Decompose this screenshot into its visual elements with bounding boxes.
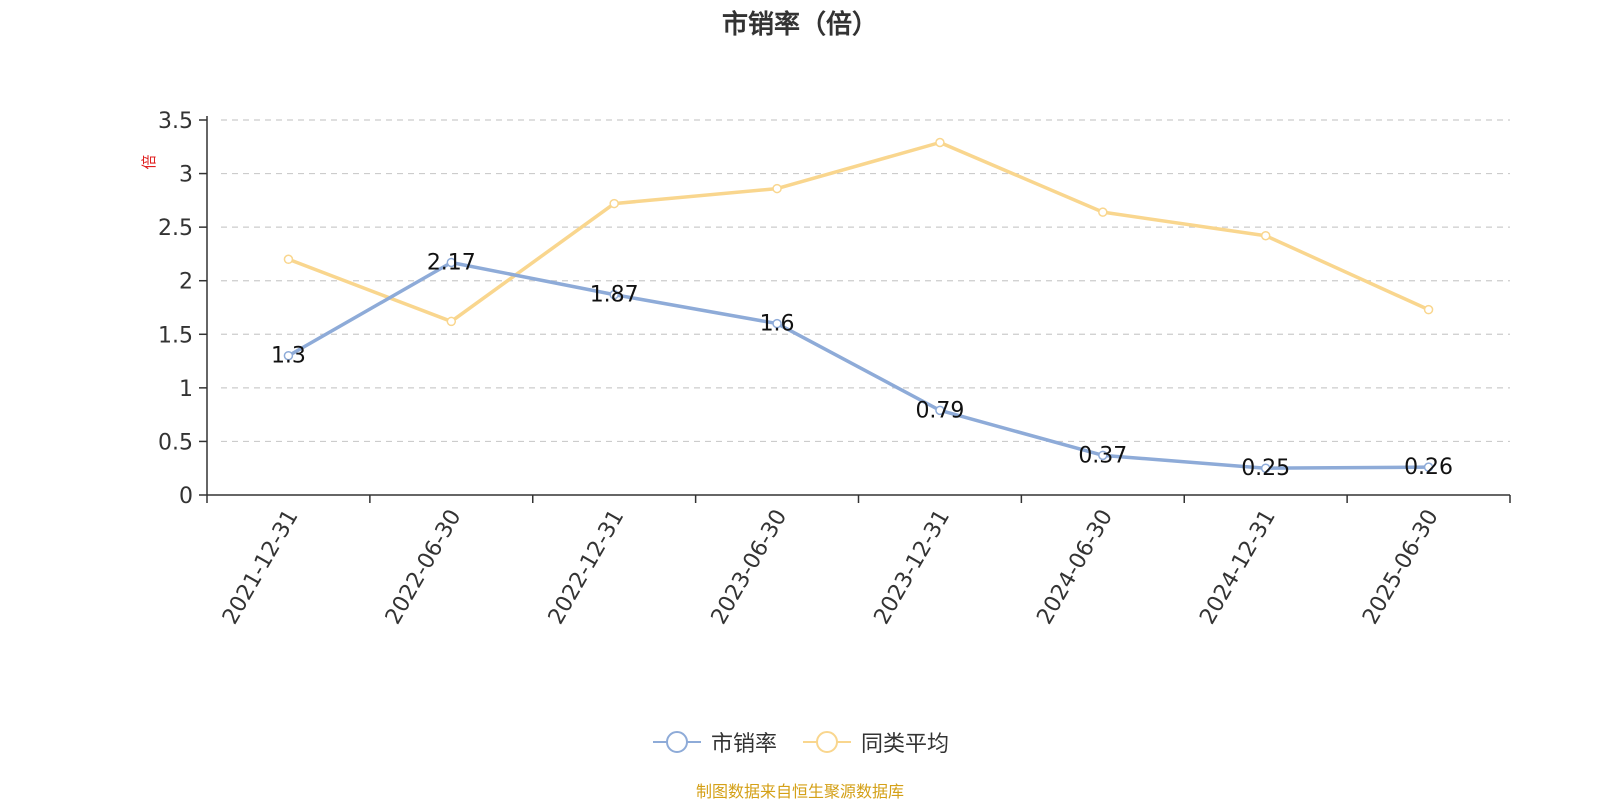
series-0-point-0 [283, 350, 294, 361]
data-label-0-2: 1.87 [590, 283, 639, 308]
legend: 市销率 同类平均 [0, 722, 1600, 762]
legend-label-series-0: 市销率 [710, 732, 777, 757]
series-1-point-5 [1098, 207, 1108, 217]
y-tick-label-2: 1 [179, 377, 193, 402]
data-label-0-7: 0.26 [1404, 455, 1453, 480]
series-0-point-3 [772, 318, 782, 329]
y-tick-label-7: 3.5 [158, 109, 193, 134]
data-label-0-1: 2.17 [427, 251, 476, 276]
x-tick-label-5: 2024-06-30 [1032, 506, 1118, 629]
data-label-0-4: 0.79 [915, 398, 964, 423]
x-tick-label-7: 2025-06-30 [1358, 506, 1444, 629]
series-0-point-6 [1260, 463, 1271, 473]
series-line-0 [287, 260, 1429, 470]
legend-marker-series-1 [803, 731, 851, 753]
legend-item-series-0[interactable]: 市销率 [651, 726, 777, 758]
source-note: 制图数据来自恒生聚源数据库 [695, 782, 904, 801]
series-0-point-4 [935, 405, 945, 416]
series-0-point-1 [446, 257, 457, 268]
y-axis-label: 倍 [140, 154, 158, 169]
x-tick-label-0: 2021-12-31 [218, 506, 304, 629]
legend-item-series-1[interactable]: 同类平均 [801, 726, 949, 758]
series-0-point-2 [609, 289, 619, 300]
data-label-0-3: 1.6 [760, 312, 795, 337]
data-label-0-6: 0.25 [1241, 456, 1290, 481]
series-1-point-6 [1260, 230, 1271, 241]
y-tick-label-3: 1.5 [158, 323, 193, 348]
chart-title: 市销率（倍） [721, 10, 878, 40]
y-tick-label-5: 2.5 [158, 216, 193, 241]
legend-marker-series-0 [652, 731, 701, 753]
series-1-point-1 [446, 316, 457, 327]
series-0-point-5 [1098, 450, 1108, 461]
series-line-1 [287, 140, 1430, 324]
data-label-0-5: 0.37 [1078, 443, 1127, 468]
legend-label-series-1: 同类平均 [861, 732, 950, 757]
x-tick-label-4: 2023-12-31 [870, 506, 956, 629]
y-tick-label-6: 3 [179, 163, 193, 188]
series-1-point-2 [609, 198, 619, 209]
series-1-point-3 [772, 183, 782, 194]
y-tick-label-0: 0 [179, 484, 193, 509]
series-0-point-7 [1423, 462, 1434, 472]
y-tick-label-1: 0.5 [158, 430, 193, 455]
x-tick-label-3: 2023-06-30 [707, 506, 793, 629]
series-1-point-0 [283, 254, 294, 265]
x-tick-label-2: 2022-12-31 [544, 506, 630, 629]
series-1-point-7 [1423, 304, 1434, 315]
data-label-0-0: 1.3 [271, 344, 306, 369]
series-1-point-4 [935, 137, 945, 148]
x-tick-label-1: 2022-06-30 [381, 506, 467, 629]
y-tick-label-4: 2 [179, 270, 193, 295]
x-tick-label-6: 2024-12-31 [1195, 506, 1281, 629]
